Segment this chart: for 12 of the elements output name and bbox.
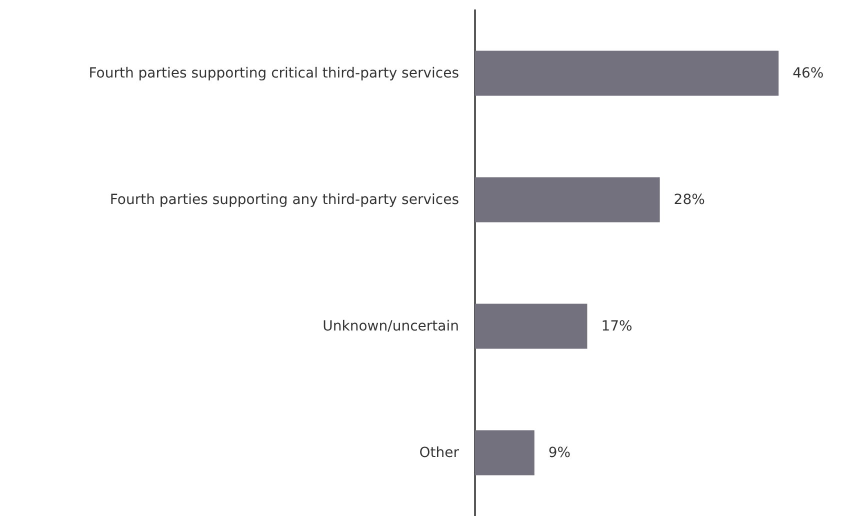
data-label: 9%: [548, 444, 571, 461]
bar: [475, 50, 779, 96]
y-tick-label: Fourth parties supporting critical third-party services: [88, 65, 459, 82]
bar: [475, 177, 660, 222]
data-label: 46%: [792, 65, 824, 82]
y-tick-label: Other: [419, 444, 460, 461]
data-label: 17%: [601, 318, 632, 334]
y-tick-label: Unknown/uncertain: [322, 318, 459, 334]
data-label: 28%: [674, 192, 705, 208]
bar: [475, 430, 534, 476]
bar: [475, 304, 588, 349]
y-tick-label: Fourth parties supporting any third-party services: [110, 192, 459, 208]
